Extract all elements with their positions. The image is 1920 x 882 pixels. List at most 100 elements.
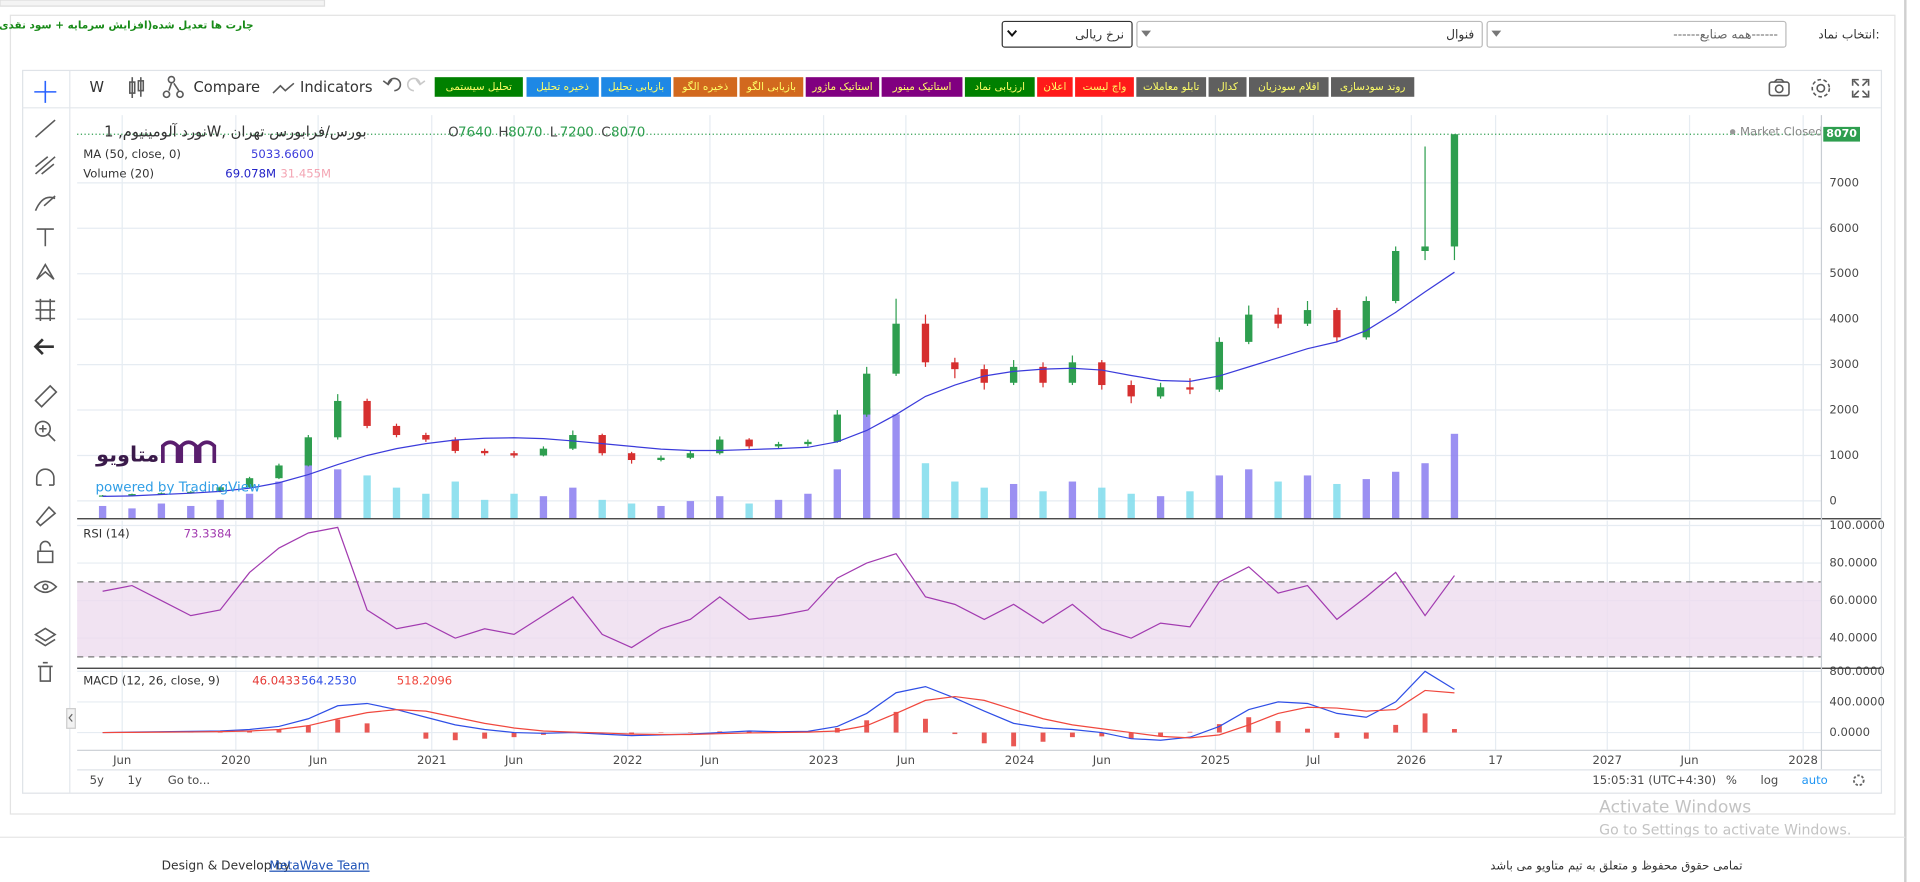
candle-body	[1303, 310, 1312, 324]
candle-body	[216, 487, 224, 492]
zoom-tool[interactable]	[34, 420, 56, 442]
macd-histogram	[1422, 713, 1428, 733]
toolbar-button[interactable]	[1248, 77, 1329, 97]
compare-button[interactable]: Compare	[193, 79, 260, 96]
volume-bar	[569, 487, 577, 519]
industry-select[interactable]	[1486, 20, 1787, 48]
candle-body	[510, 453, 518, 456]
toolbar-button[interactable]	[881, 77, 963, 97]
range-button[interactable]: 5y	[90, 773, 104, 787]
drawing-tools	[33, 80, 58, 682]
macd-histogram	[511, 732, 517, 738]
toolbar-button[interactable]	[1331, 77, 1415, 97]
stay-drawing-tool[interactable]	[35, 505, 57, 527]
settings-icon[interactable]	[1811, 78, 1831, 98]
logo-mark	[161, 440, 217, 464]
interval-button[interactable]: W	[89, 79, 104, 96]
volume-bar	[451, 481, 459, 519]
trendline-tool[interactable]	[34, 119, 56, 138]
last-price-label: 8070	[1826, 127, 1857, 140]
y-tick-label: 400.0000	[1829, 694, 1884, 708]
auto-toggle[interactable]: auto	[1802, 773, 1828, 787]
toolbar-button-label: تابلو معاملات	[1143, 81, 1200, 93]
macd-legend: MACD (12, 26, close, 9)	[83, 674, 220, 688]
toolbar-button[interactable]	[1075, 77, 1134, 97]
brush-tool[interactable]	[34, 195, 56, 212]
lock-tool[interactable]	[37, 540, 54, 564]
ma-legend: MA (50, close, 0)	[83, 147, 181, 161]
compare-icon[interactable]	[162, 75, 184, 99]
collapse-arrow	[68, 713, 73, 722]
indicators-button[interactable]: Indicators	[300, 79, 373, 96]
measure-tool[interactable]	[34, 384, 58, 408]
toolbar-button[interactable]	[1136, 77, 1207, 97]
snapshot-icon[interactable]	[1768, 78, 1790, 97]
chart-type-icon[interactable]	[129, 77, 145, 98]
redo-icon[interactable]	[406, 77, 426, 92]
x-tick-label: Jun	[308, 753, 327, 767]
range-button[interactable]: 1y	[128, 773, 142, 787]
x-tick-label: 2020	[221, 753, 251, 767]
visibility-tool[interactable]	[33, 580, 58, 594]
volume-bar	[510, 493, 518, 519]
macd-histogram	[482, 732, 488, 739]
volume-bar	[1421, 463, 1429, 519]
price-type-select[interactable]	[1001, 20, 1133, 48]
goto-button[interactable]: Go to...	[168, 773, 210, 787]
macd-histogram	[1305, 728, 1310, 733]
toolbar-button[interactable]	[964, 77, 1035, 97]
toolbar-button-label: ارزیابی نماد	[974, 81, 1025, 93]
collapse-handle[interactable]	[66, 708, 76, 729]
rsi-legend-value: 73.3384	[184, 527, 232, 541]
volume-bar	[1068, 481, 1077, 519]
ma-line	[102, 271, 1455, 497]
candle-body	[1215, 341, 1224, 390]
toolbar-button-label: واچ لیست	[1083, 81, 1127, 93]
prediction-tool[interactable]	[35, 298, 56, 321]
toolbar-button[interactable]	[1208, 77, 1247, 97]
x-tick-label: 17	[1488, 753, 1503, 767]
axis-settings[interactable]	[1852, 774, 1865, 787]
toolbar-button[interactable]	[601, 77, 672, 97]
toolbar-button[interactable]	[526, 77, 599, 97]
toolbar-button[interactable]	[805, 77, 880, 97]
text-tool[interactable]	[36, 228, 54, 247]
team-link[interactable]: MetaWave Team	[269, 859, 369, 873]
y-tick-label: 100.0000	[1829, 518, 1884, 532]
y-tick-label: 2000	[1829, 403, 1859, 417]
volume-bar	[1098, 487, 1106, 519]
percent-toggle[interactable]: %	[1726, 773, 1737, 787]
x-tick-label: 2023	[809, 753, 839, 767]
macd-histogram	[1275, 721, 1281, 733]
volume-bar	[1450, 433, 1459, 519]
volume-bar	[804, 493, 812, 519]
y-tick-label: 6000	[1829, 221, 1859, 235]
toolbar-button[interactable]	[1037, 77, 1073, 97]
candle-body	[422, 435, 430, 440]
undo-icon[interactable]	[382, 77, 402, 92]
back-tool[interactable]	[33, 338, 54, 355]
pattern-tool[interactable]	[36, 263, 55, 280]
candle-body	[539, 448, 548, 456]
macd-histogram	[864, 720, 870, 733]
delete-tool[interactable]	[37, 661, 53, 682]
activate-title: Activate Windows	[1599, 797, 1751, 817]
indicators-icon[interactable]	[272, 82, 295, 94]
layers-tool[interactable]	[34, 627, 57, 647]
macd-histogram	[923, 718, 928, 733]
crosshair-tool[interactable]	[34, 80, 57, 103]
magnet-tool[interactable]	[35, 468, 55, 486]
toolbar-button[interactable]	[673, 77, 738, 97]
fib-tool[interactable]	[34, 156, 56, 175]
x-tick-label: Jul	[1305, 753, 1320, 767]
footer-rights: تمامی حقوق محفوظ و متعلق به تیم متاویو م…	[1490, 859, 1742, 874]
toolbar-button-label: روند سودسازی	[1340, 81, 1406, 93]
ohlc-label: C	[601, 124, 610, 140]
log-toggle[interactable]: log	[1761, 773, 1779, 787]
symbol-select[interactable]	[1136, 20, 1483, 48]
x-tick-label: Jun	[1679, 753, 1698, 767]
toolbar-button[interactable]	[739, 77, 804, 97]
toolbar-button[interactable]	[434, 77, 523, 97]
fullscreen-icon[interactable]	[1851, 78, 1870, 98]
